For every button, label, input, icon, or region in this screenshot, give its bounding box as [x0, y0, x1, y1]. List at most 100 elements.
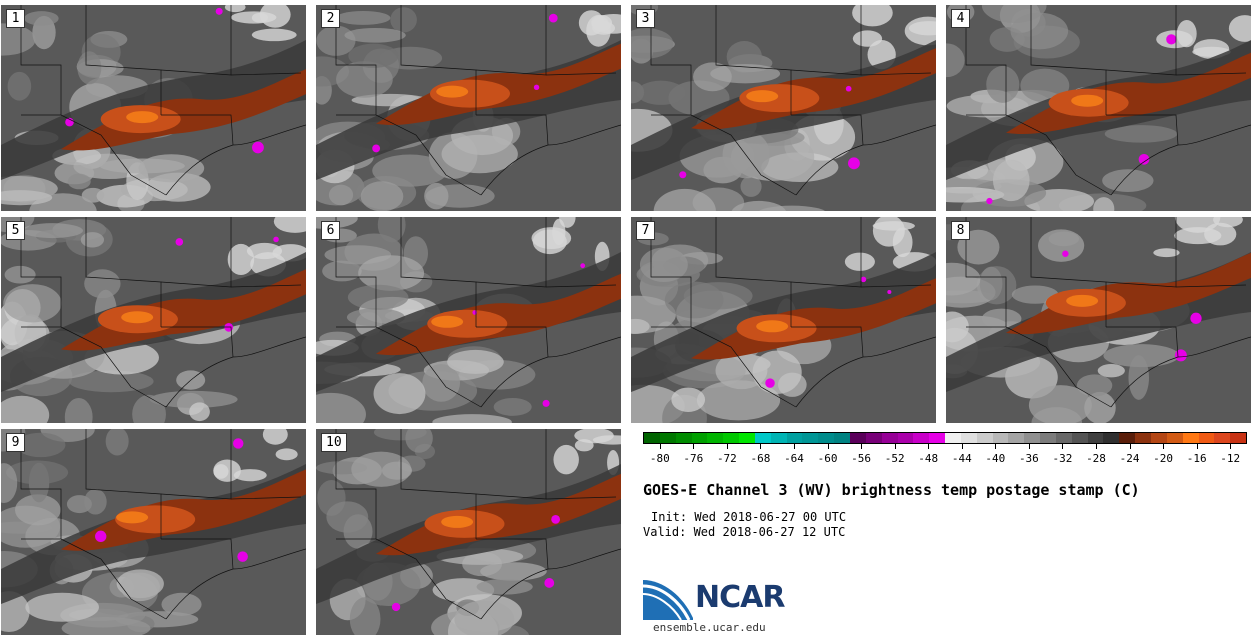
wv-map-7 — [631, 217, 936, 423]
colorbar-swatch — [739, 433, 755, 443]
cloud-patch — [1010, 12, 1069, 50]
cloud-patch — [592, 435, 621, 445]
colorbar-swatch — [1055, 433, 1072, 443]
cloud-patch — [77, 51, 102, 85]
cloud-patch — [1028, 385, 1092, 423]
cloud-patch — [710, 64, 781, 84]
ncar-logo: NCAR — [642, 578, 803, 623]
state-borders — [965, 5, 1251, 196]
cloud-patch — [80, 232, 105, 248]
cold-cloud-top — [273, 236, 279, 243]
cloud-patch — [189, 402, 210, 422]
wv-map-2 — [316, 5, 621, 211]
colorbar-swatch — [1182, 433, 1199, 443]
colorbar-tick-mark — [861, 444, 863, 449]
colorbar: -80 -76 -72 -68 -64 -60 -56 -52 -48 -44 -40 -36 -32-… — [643, 432, 1248, 472]
cold-cloud-top — [1166, 34, 1177, 45]
cloud-patch — [21, 223, 83, 239]
colorbar-swatch — [1151, 433, 1167, 443]
valid-time: Valid: Wed 2018-06-27 12 UTC — [643, 525, 846, 539]
cold-cloud-top — [215, 7, 223, 15]
colorbar-swatch — [1119, 433, 1136, 443]
cold-cloud-top — [1174, 349, 1187, 362]
colorbar-swatch — [945, 433, 961, 443]
cloud-patch — [161, 592, 202, 616]
cloud-patch — [872, 217, 905, 247]
cloud-patch — [372, 154, 448, 187]
cloud-patch — [1153, 248, 1180, 258]
warm-core-peak — [756, 320, 789, 333]
ncar-url: ensemble.ucar.edu — [653, 621, 766, 634]
colorbar-strip — [643, 432, 1247, 444]
cold-cloud-top — [679, 171, 687, 179]
stamp-panel-2[interactable]: 2 — [316, 5, 621, 211]
warm-core-peak — [431, 315, 464, 328]
cloud-patch — [992, 159, 1030, 202]
colorbar-tick-mark — [1062, 444, 1064, 449]
stamp-panel-3[interactable]: 3 — [631, 5, 936, 211]
cold-cloud-top — [372, 144, 381, 153]
colorbar-tick-mark — [827, 444, 829, 449]
colorbar-swatch — [1103, 433, 1120, 443]
colorbar-swatch — [1198, 433, 1215, 443]
cold-cloud-top — [860, 276, 867, 283]
stamp-panel-1[interactable]: 1 — [1, 5, 306, 211]
wv-map-4 — [946, 5, 1251, 211]
cloud-patch — [347, 284, 409, 310]
colorbar-tick-mark — [894, 444, 896, 449]
colorbar-swatch — [1071, 433, 1088, 443]
wv-map-1 — [1, 5, 306, 211]
stamp-panel-4[interactable]: 4 — [946, 5, 1251, 211]
colorbar-swatch — [1214, 433, 1231, 443]
cloud-patch — [335, 10, 391, 25]
colorbar-swatch — [929, 433, 946, 443]
cloud-patch — [1103, 344, 1180, 368]
cloud-patch — [275, 448, 298, 461]
cloud-patch — [351, 451, 412, 487]
ncar-logo-text: NCAR — [695, 580, 785, 615]
stamp-panel-8[interactable]: 8 — [946, 217, 1251, 423]
stamp-panel-5[interactable]: 5 — [1, 217, 306, 423]
warm-core-peak — [436, 85, 469, 98]
cloud-patch — [326, 501, 369, 533]
colorbar-tick-label: -48 — [918, 452, 939, 465]
panel-label-3: 3 — [636, 9, 655, 28]
colorbar-tick-label: -72 — [716, 452, 737, 465]
state-borders — [335, 5, 621, 196]
colorbar-tick-mark — [794, 444, 795, 449]
cloud-patch — [360, 181, 404, 211]
cloud-patch — [986, 65, 1020, 103]
stamp-panel-9[interactable]: 9 — [1, 429, 306, 635]
cold-cloud-top — [1062, 250, 1069, 257]
colorbar-swatch — [834, 433, 850, 443]
state-borders — [335, 429, 621, 620]
colorbar-swatch — [786, 433, 803, 443]
cold-cloud-top — [887, 289, 892, 295]
cloud-patch — [559, 217, 576, 228]
stamp-panel-10[interactable]: 10 — [316, 429, 621, 635]
ncar-swoosh-icon — [642, 580, 693, 621]
colorbar-swatch — [1087, 433, 1104, 443]
cloud-patch — [454, 600, 515, 635]
colorbar-swatch — [960, 433, 977, 443]
cloud-patch — [432, 414, 512, 423]
cloud-patch — [67, 173, 91, 190]
cloud-patch — [4, 265, 36, 284]
cloud-patch — [390, 7, 417, 33]
colorbar-swatch — [1024, 433, 1041, 443]
panel-label-8: 8 — [951, 221, 970, 240]
cloud-patch — [979, 266, 1003, 301]
cloud-patch — [1128, 355, 1149, 400]
wv-map-8 — [946, 217, 1251, 423]
cloud-patch — [696, 380, 781, 421]
stamp-panel-7[interactable]: 7 — [631, 217, 936, 423]
cloud-patch — [6, 460, 69, 485]
cloud-patch — [405, 429, 433, 453]
cloud-patch — [251, 28, 297, 42]
cloud-patch — [316, 392, 366, 423]
wv-map-3 — [631, 5, 936, 211]
colorbar-swatch — [659, 433, 676, 443]
stamp-panel-6[interactable]: 6 — [316, 217, 621, 423]
cloud-patch — [68, 370, 154, 393]
colorbar-tick-mark — [1129, 444, 1131, 449]
